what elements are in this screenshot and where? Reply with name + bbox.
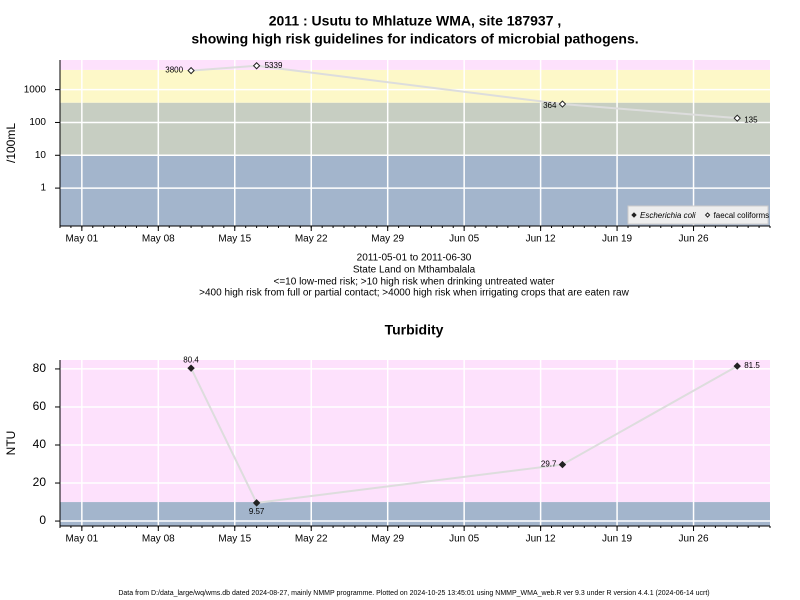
- x-tick-label: Jun 05: [449, 534, 479, 545]
- risk-band: [60, 60, 770, 70]
- note: State Land on Mthambalala: [353, 265, 476, 276]
- x-tick-label: May 15: [218, 234, 251, 245]
- data-point: [558, 460, 567, 469]
- x-tick-label: May 01: [65, 534, 98, 545]
- risk-band: [60, 502, 770, 526]
- x-tick-label: Jun 26: [679, 234, 709, 245]
- note: 2011-05-01 to 2011-06-30: [357, 253, 472, 264]
- x-tick-label: May 15: [218, 534, 251, 545]
- data-label: 135: [744, 115, 758, 124]
- legend-marker: [704, 212, 711, 218]
- y-tick-label: 0: [39, 513, 46, 527]
- data-point: [187, 66, 195, 75]
- data-point: [252, 499, 261, 507]
- x-tick-label: Jun 19: [602, 234, 632, 245]
- y-tick-label: 40: [33, 437, 47, 451]
- note: <=10 low-med risk; >10 high risk when dr…: [274, 277, 556, 288]
- x-tick-label: May 22: [295, 534, 328, 545]
- risk-band: [60, 102, 770, 156]
- chart-title: showing high risk guidelines for indicat…: [191, 31, 638, 47]
- data-label: 80.4: [183, 355, 199, 364]
- y-tick-label: 100: [29, 117, 46, 128]
- x-tick-label: Jun 19: [602, 534, 632, 545]
- note: >400 high risk from full or partial cont…: [199, 288, 629, 299]
- data-point: [252, 62, 261, 70]
- y-tick-label: 1: [40, 183, 46, 194]
- x-tick-label: May 22: [295, 234, 328, 245]
- x-tick-label: May 29: [371, 234, 404, 245]
- chart-title: Turbidity: [385, 322, 444, 338]
- y-tick-label: 60: [33, 399, 47, 413]
- data-point: [187, 364, 195, 372]
- data-label: 364: [543, 101, 557, 110]
- legend-label: Escherichia coli: [640, 211, 696, 220]
- x-tick-label: Jun 05: [449, 234, 479, 245]
- data-label: 5339: [265, 61, 283, 70]
- data-label: 9.57: [249, 507, 265, 516]
- legend-marker: [631, 212, 637, 218]
- x-tick-label: Jun 12: [526, 234, 556, 245]
- y-axis-label: /100mL: [4, 123, 18, 163]
- x-tick-label: May 08: [142, 234, 175, 245]
- x-tick-label: May 29: [371, 534, 404, 545]
- y-tick-label: 80: [33, 361, 47, 375]
- risk-band: [60, 360, 770, 503]
- data-label: 81.5: [744, 361, 760, 370]
- chart-title: 2011 : Usutu to Mhlatuze WMA, site 18793…: [269, 13, 562, 29]
- y-tick-label: 20: [33, 475, 47, 489]
- data-point: [733, 362, 741, 370]
- y-axis-label: NTU: [4, 431, 18, 456]
- data-label: 3800: [165, 66, 183, 75]
- legend-label: faecal coliforms: [714, 211, 770, 220]
- series-line: [191, 64, 738, 120]
- x-tick-label: May 01: [65, 234, 98, 245]
- x-tick-label: Jun 12: [526, 534, 556, 545]
- data-point: [558, 100, 567, 108]
- data-point: [733, 114, 741, 122]
- footer: Data from D:/data_large/wq/wms.db dated …: [118, 590, 709, 597]
- data-label: 29.7: [541, 460, 557, 469]
- x-tick-label: May 08: [142, 534, 175, 545]
- x-tick-label: Jun 26: [679, 534, 709, 545]
- y-tick-label: 1000: [24, 84, 47, 95]
- series-line: [190, 365, 738, 504]
- y-tick-label: 10: [35, 150, 47, 161]
- legend-box: [627, 205, 769, 225]
